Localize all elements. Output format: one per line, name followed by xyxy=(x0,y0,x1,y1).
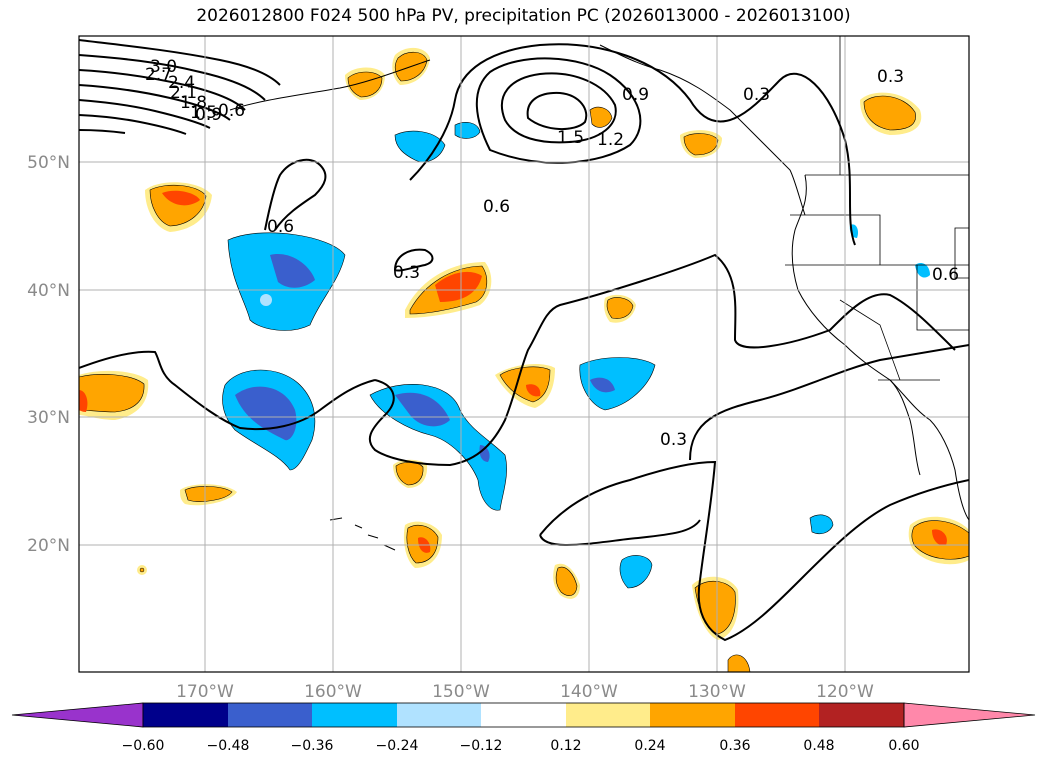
contour-label: 1.5 xyxy=(557,128,584,148)
lon-label: 140°W xyxy=(560,682,618,702)
colorbar-extend-low xyxy=(11,702,144,728)
contour-label: 0.6 xyxy=(483,197,510,217)
borders xyxy=(785,36,969,381)
colorbar-extend-high xyxy=(903,702,1036,728)
colorbar-bin xyxy=(143,703,228,727)
colorbar-tick: 0.60 xyxy=(888,738,919,754)
precip-positive-blobs xyxy=(79,47,969,672)
gridlines xyxy=(79,36,969,672)
lat-label: 40°N xyxy=(27,281,70,301)
colorbar-tick: −0.60 xyxy=(122,738,165,754)
contour-label: 3.0 xyxy=(150,57,177,77)
pv-contours xyxy=(79,39,969,642)
colorbar-tick: 0.24 xyxy=(634,738,665,754)
lon-label: 130°W xyxy=(688,682,746,702)
colorbar-bin xyxy=(650,703,735,727)
colorbar-tick: −0.48 xyxy=(207,738,250,754)
lat-label: 30°N xyxy=(27,408,70,428)
colorbar-bin xyxy=(228,703,312,727)
lon-label: 150°W xyxy=(432,682,490,702)
contour-label: 1.2 xyxy=(597,130,624,150)
contour-label: 0.6 xyxy=(932,265,959,285)
colorbar-tick: −0.24 xyxy=(376,738,419,754)
contour-label: 0.3 xyxy=(660,430,687,450)
contour-label: 2.1 xyxy=(170,83,197,103)
colorbar-tick: 0.36 xyxy=(719,738,750,754)
contour-label: 1.8 xyxy=(180,93,207,113)
contour-label: 0.3 xyxy=(877,67,904,87)
map-title: 2026012800 F024 500 hPa PV, precipitatio… xyxy=(196,6,851,26)
contour-label: 0.3 xyxy=(393,263,420,283)
contour-label: 2.4 xyxy=(168,73,195,93)
lon-label: 170°W xyxy=(176,682,234,702)
contour-label: 0.6 xyxy=(218,101,245,121)
colorbar-bin xyxy=(481,703,566,727)
lon-label: 120°W xyxy=(816,682,874,702)
lat-axis-labels: 50°N 40°N 30°N 20°N xyxy=(27,153,70,556)
colorbar-bin xyxy=(819,703,904,727)
lat-label: 50°N xyxy=(27,153,70,173)
colorbar: −0.60 −0.48 −0.36 −0.24 −0.12 0.12 0.24 … xyxy=(11,702,1036,754)
contour-label: 0.3 xyxy=(743,85,770,105)
contour-label: 0.6 xyxy=(267,217,294,237)
colorbar-bin xyxy=(566,703,650,727)
colorbar-bin xyxy=(312,703,397,727)
plot-area xyxy=(79,36,969,672)
colorbar-tick: 0.12 xyxy=(550,738,581,754)
contour-label: 2.7 xyxy=(145,65,172,85)
lon-axis-labels: 170°W 160°W 150°W 140°W 130°W 120°W xyxy=(176,682,874,702)
colorbar-tick: 0.48 xyxy=(803,738,834,754)
colorbar-bin xyxy=(397,703,481,727)
precip-negative-blobs xyxy=(222,122,930,589)
contour-label: 1.5 xyxy=(190,103,217,123)
lat-label: 20°N xyxy=(27,536,70,556)
colorbar-tick: −0.36 xyxy=(291,738,334,754)
coastlines xyxy=(229,44,969,551)
contour-labels: 3.0 2.7 2.4 2.1 1.8 1.5 0.9 0.6 0.6 0.3 … xyxy=(145,57,959,450)
colorbar-tick: −0.12 xyxy=(460,738,503,754)
contour-label: 0.9 xyxy=(195,105,222,125)
colorbar-bin xyxy=(735,703,819,727)
plot-frame xyxy=(78,35,970,673)
lon-label: 160°W xyxy=(304,682,362,702)
contour-label: 0.9 xyxy=(622,85,649,105)
